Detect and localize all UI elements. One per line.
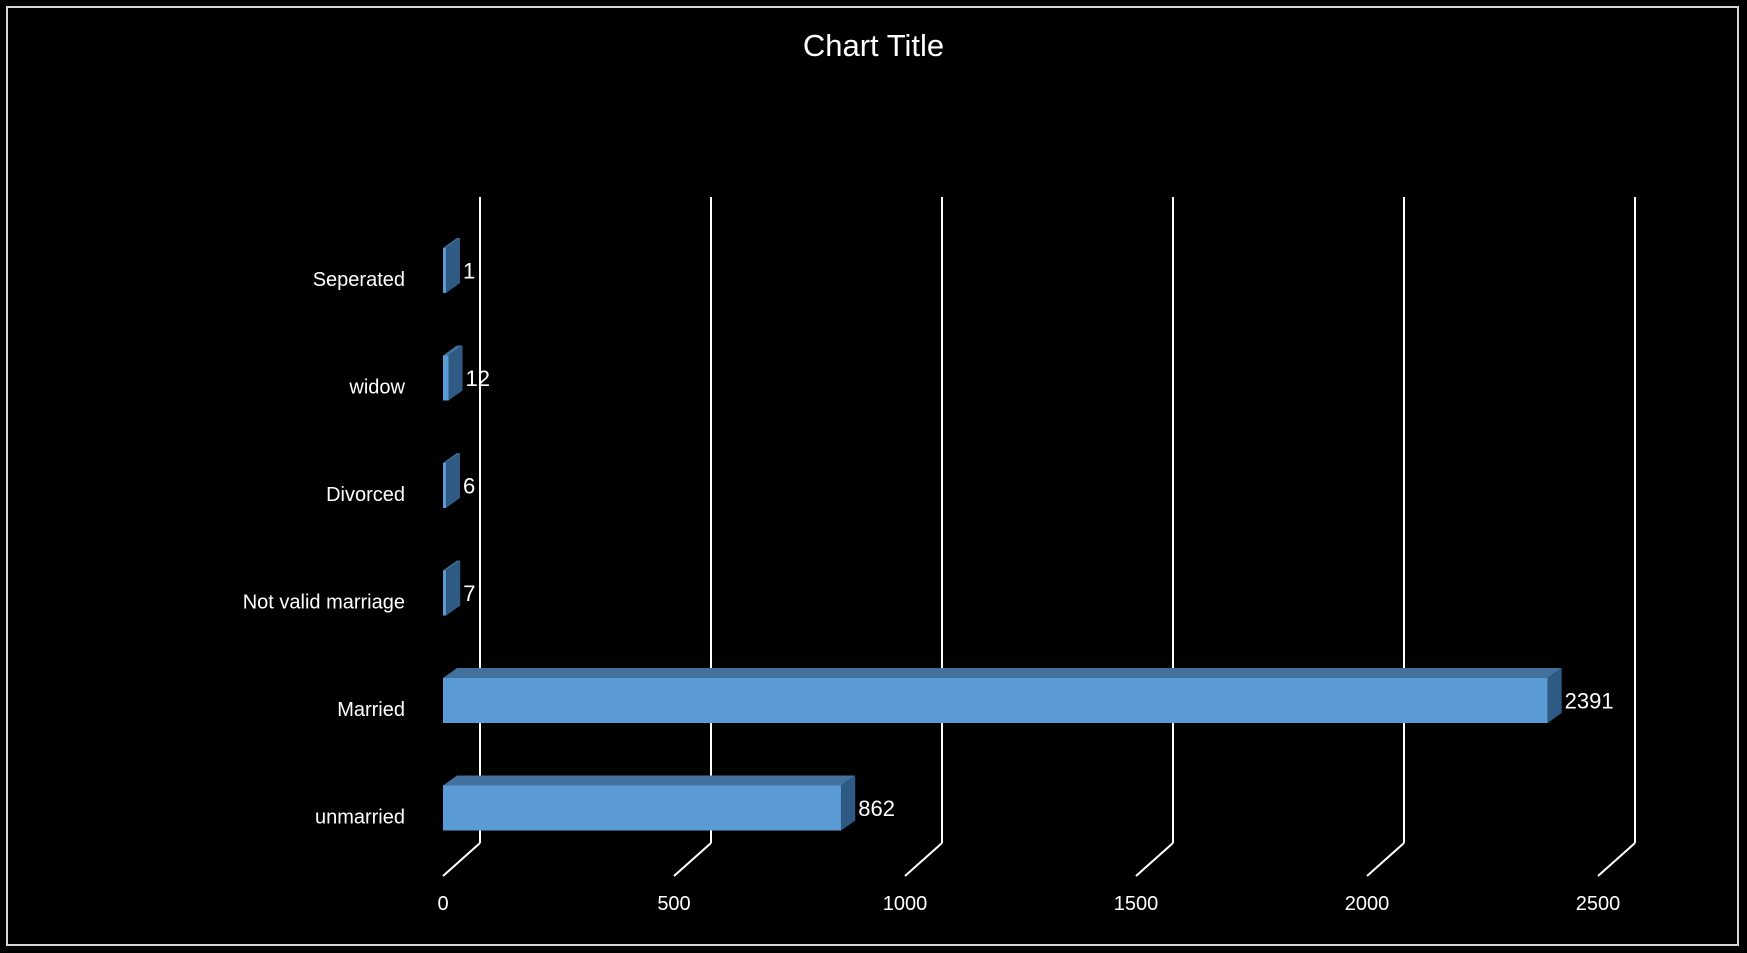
bar-side-0 (841, 775, 856, 831)
category-label-1: Married (337, 699, 405, 721)
category-label-5: Seperated (313, 269, 405, 291)
data-label-3: 6 (463, 473, 475, 498)
data-label-4: 12 (466, 366, 490, 391)
bar-top-2 (443, 560, 461, 571)
bar-1 (443, 678, 1548, 723)
gridlines (442, 197, 1636, 877)
bar-5 (443, 248, 446, 293)
bar-2 (443, 570, 447, 616)
x-tick-label-1000: 1000 (883, 893, 928, 915)
x-tick-label-500: 500 (657, 893, 690, 915)
labels: 0 500 1000 1500 2000 2500 862 unmarried 2391 Marr… (243, 258, 1621, 915)
bar-4 (443, 355, 449, 401)
x-tick-label-1500: 1500 (1114, 893, 1159, 915)
chart-title: Chart Title (802, 28, 945, 63)
bar-top-1 (443, 668, 1562, 678)
x-tick-label-0: 0 (437, 893, 448, 915)
data-label-0: 862 (858, 796, 895, 821)
bar-top-0 (443, 775, 856, 786)
bar-0 (443, 785, 842, 831)
bar-side-1 (1547, 668, 1562, 723)
category-label-4: widow (348, 376, 405, 398)
x-tick-label-2000: 2000 (1345, 893, 1390, 915)
gridline-floor-1500 (1135, 842, 1174, 877)
bar-3 (443, 463, 446, 508)
category-label-2: Not valid marriage (243, 591, 405, 613)
gridline-floor-0 (442, 842, 481, 877)
bar-side-3 (446, 453, 460, 508)
bar-side-2 (446, 560, 461, 616)
gridline-floor-500 (673, 842, 712, 877)
data-label-1: 2391 (1565, 688, 1614, 713)
bar-top-4 (443, 345, 463, 356)
bar-side-5 (446, 238, 460, 293)
gridline-floor-1000 (904, 842, 943, 877)
x-tick-label-2500: 2500 (1576, 893, 1621, 915)
category-label-3: Divorced (326, 484, 405, 506)
chart-area (6, 6, 1739, 946)
gridline-floor-2000 (1366, 842, 1405, 877)
data-label-2: 7 (463, 581, 475, 606)
bar-side-4 (448, 345, 463, 401)
category-label-0: unmarried (315, 806, 405, 828)
bar-top-3 (443, 453, 460, 463)
bars (443, 238, 1562, 831)
gridline-floor-2500 (1597, 842, 1636, 877)
data-label-5: 1 (463, 258, 475, 283)
bar-top-5 (443, 238, 460, 248)
